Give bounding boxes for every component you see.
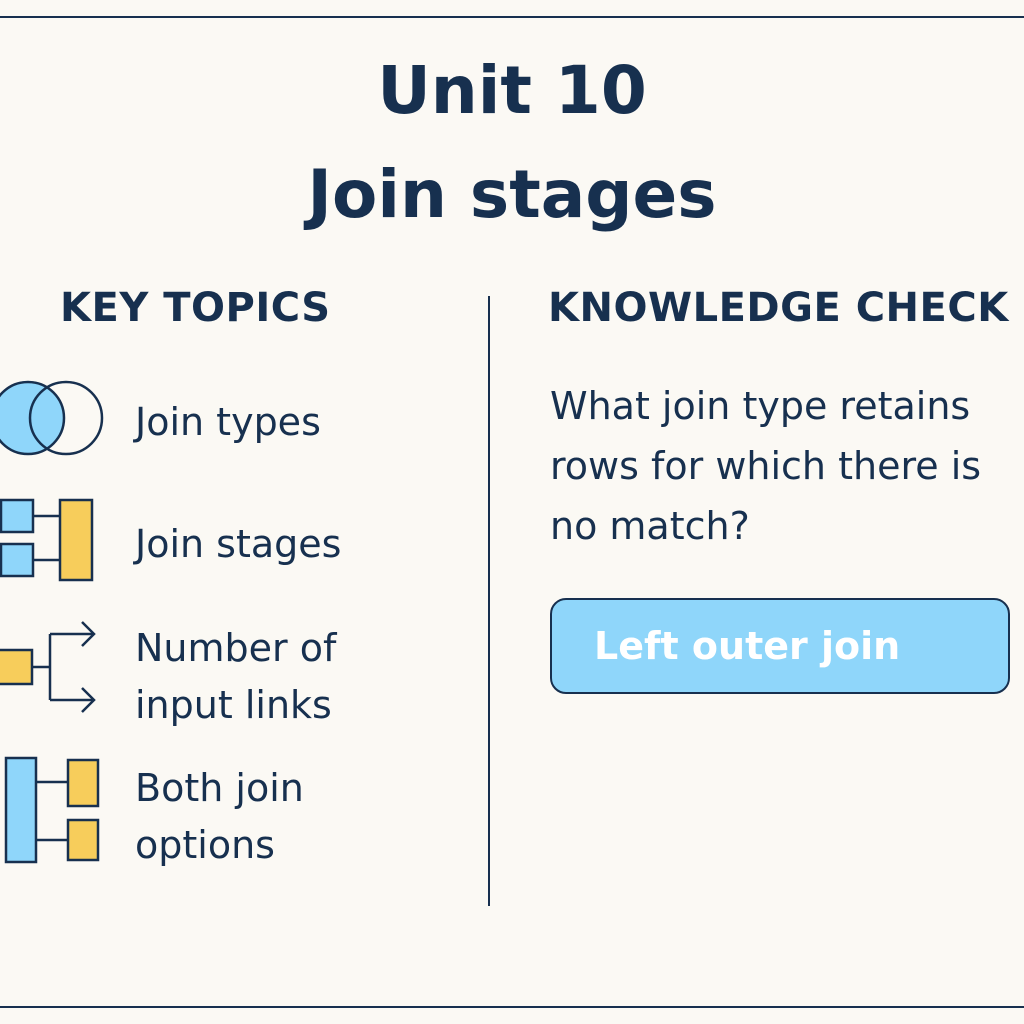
- top-rule: [0, 16, 1024, 18]
- topic-label-both-join-options: Both join options: [135, 766, 304, 867]
- column-divider: [488, 296, 490, 906]
- unit-title: Unit 10: [377, 52, 647, 129]
- topic-label-number-of-input-links: Number of input links: [135, 626, 337, 727]
- both-join-options-icon: [4, 756, 100, 864]
- branching-links-icon: [0, 621, 96, 713]
- answer-button[interactable]: Left outer join: [550, 598, 1010, 694]
- knowledge-check-heading: KNOWLEDGE CHECK: [548, 285, 1009, 331]
- venn-diagram-icon: [0, 380, 104, 456]
- topic-label-join-types: Join types: [135, 400, 321, 444]
- bottom-rule: [0, 1006, 1024, 1008]
- knowledge-check-question: What join type retains rows for which th…: [550, 384, 982, 548]
- answer-label: Left outer join: [594, 624, 901, 668]
- unit-subtitle: Join stages: [307, 156, 717, 233]
- topic-label-join-stages: Join stages: [135, 522, 342, 566]
- join-stage-diagram-icon: [0, 498, 94, 582]
- key-topics-heading: KEY TOPICS: [60, 285, 331, 331]
